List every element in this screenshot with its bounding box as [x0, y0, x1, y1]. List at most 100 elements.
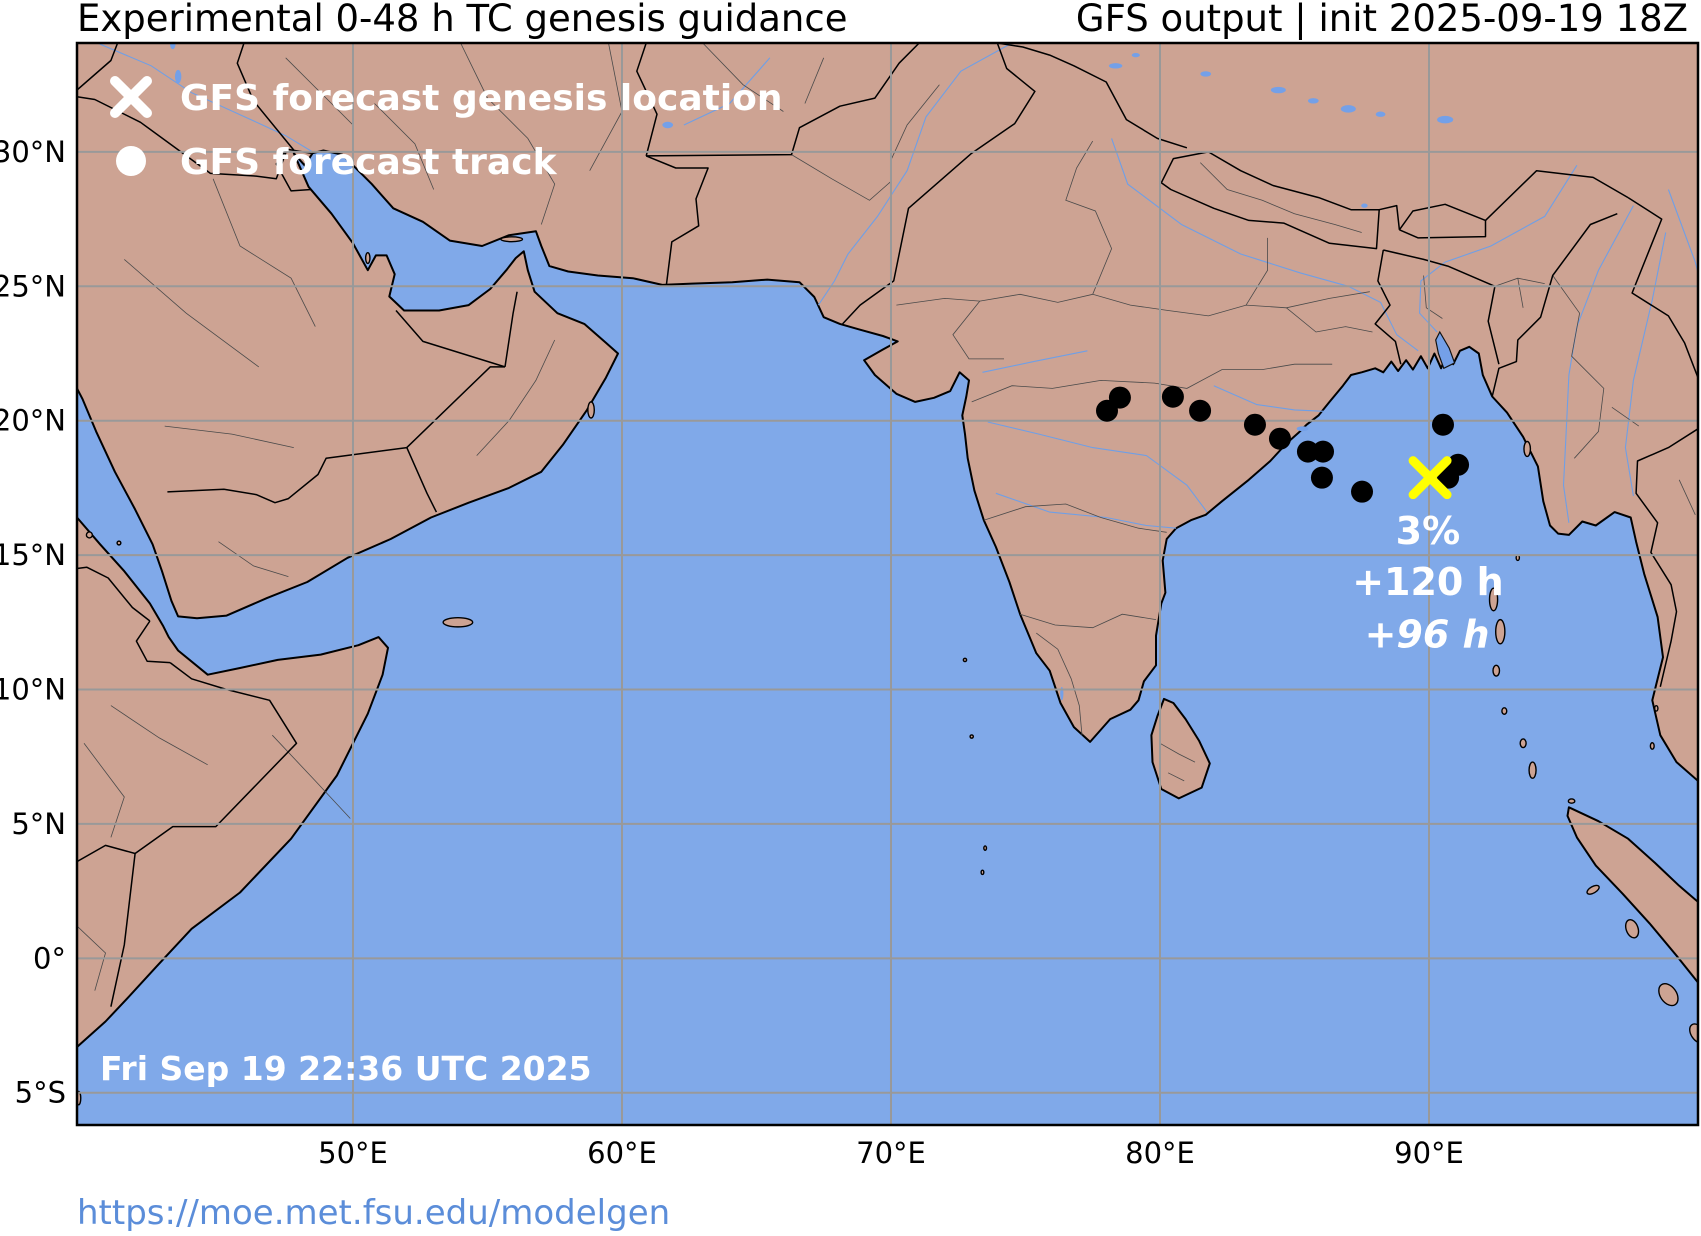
river — [1419, 165, 1578, 333]
river — [1624, 232, 1667, 497]
country-border — [77, 43, 119, 91]
country-border — [135, 620, 171, 664]
lat-tick-label: 25°N — [0, 269, 66, 303]
legend-label-track: GFS forecast track — [180, 142, 558, 183]
lon-tick-label: 50°E — [318, 1136, 388, 1170]
island — [85, 531, 94, 539]
country-border — [1374, 249, 1402, 365]
state-border — [164, 425, 294, 448]
track-dot — [1437, 466, 1460, 489]
island — [1624, 918, 1640, 939]
lon-tick-label: 70°E — [856, 1136, 926, 1170]
island — [1523, 440, 1532, 458]
genesis-location-marker — [1408, 456, 1452, 500]
track-dot — [1431, 413, 1454, 436]
country-border — [77, 844, 136, 863]
state-border — [1517, 278, 1524, 308]
island — [1689, 1023, 1698, 1044]
lat-tick-label: 5°N — [11, 807, 66, 841]
state-border — [1167, 772, 1185, 782]
rivers — [97, 43, 1698, 529]
coastline — [1566, 806, 1698, 984]
state-border — [983, 503, 1167, 533]
track-dot — [1161, 385, 1184, 408]
river — [995, 492, 1177, 529]
country-border — [134, 662, 298, 855]
lake — [1296, 426, 1309, 432]
map-border — [75, 41, 1700, 1127]
state-border — [218, 541, 289, 577]
state-border — [374, 103, 435, 190]
country-border — [77, 566, 151, 622]
lake — [662, 121, 674, 129]
track-dot — [1243, 413, 1266, 436]
island — [364, 251, 371, 265]
island — [500, 236, 524, 243]
track-dot-icon — [116, 146, 146, 176]
lon-tick-label: 80°E — [1125, 1136, 1195, 1170]
state-border — [1611, 406, 1640, 427]
genesis-probability-label: 3% — [1396, 509, 1461, 553]
init-time-title: GFS output | init 2025-09-19 18Z — [1076, 0, 1688, 40]
state-border — [702, 43, 784, 112]
state-border — [1286, 307, 1373, 333]
state-border — [952, 300, 1004, 360]
state-border — [77, 925, 106, 991]
island — [1658, 982, 1679, 1007]
river — [987, 421, 1208, 513]
island — [962, 657, 968, 663]
track-dot — [1351, 480, 1374, 503]
island — [983, 845, 988, 851]
lat-tick-label: 10°N — [0, 673, 66, 707]
lake — [1270, 86, 1286, 94]
country-border — [236, 43, 296, 153]
river-estuary — [1435, 330, 1456, 370]
lake — [1108, 63, 1123, 69]
track-dot — [1108, 386, 1131, 409]
genesis-cross-icon — [110, 76, 152, 118]
state-border — [460, 43, 556, 225]
country-border — [646, 43, 920, 157]
lake — [1361, 203, 1368, 208]
river — [1213, 385, 1325, 412]
country-border — [406, 447, 438, 513]
state-border — [285, 57, 354, 126]
lat-tick-label: 30°N — [0, 135, 66, 169]
state-border — [212, 178, 316, 327]
river — [1562, 205, 1634, 523]
lat-tick-label: 0° — [33, 941, 66, 975]
state-border — [272, 734, 351, 819]
latitude-axis: 30°N 25°N 20°N 15°N 10°N 5°N 0° 5°S — [0, 135, 66, 1110]
source-link[interactable]: https://moe.met.fsu.edu/modelgen — [77, 1193, 670, 1233]
map-canvas — [77, 43, 1698, 1125]
country-border — [997, 43, 1188, 149]
coastline — [77, 516, 389, 1048]
state-border — [971, 363, 1333, 403]
country-border — [1491, 213, 1618, 397]
river — [1111, 138, 1419, 352]
lake — [1375, 111, 1386, 117]
island — [1567, 798, 1576, 804]
legend-label-genesis: GFS forecast genesis location — [180, 78, 783, 119]
coastline — [1150, 697, 1211, 800]
river — [982, 350, 1088, 373]
source-url[interactable]: https://moe.met.fsu.edu/modelgen — [77, 1193, 670, 1233]
lake — [1340, 105, 1356, 113]
island — [1586, 884, 1600, 895]
state-border — [1200, 162, 1362, 233]
country-border — [645, 155, 709, 285]
island — [1488, 587, 1499, 612]
lon-tick-label: 90°E — [1394, 1136, 1464, 1170]
island — [1649, 742, 1655, 750]
country-border — [110, 853, 136, 1007]
country-border — [1383, 249, 1496, 287]
lon-tick-label: 60°E — [587, 1136, 657, 1170]
forecast-overlay — [1096, 385, 1470, 503]
country-border — [636, 43, 658, 157]
country-border — [1635, 428, 1698, 687]
state-border — [791, 154, 892, 201]
lake — [1437, 115, 1454, 124]
island — [1519, 738, 1527, 749]
track-dot — [1296, 440, 1319, 463]
island — [1495, 618, 1506, 645]
